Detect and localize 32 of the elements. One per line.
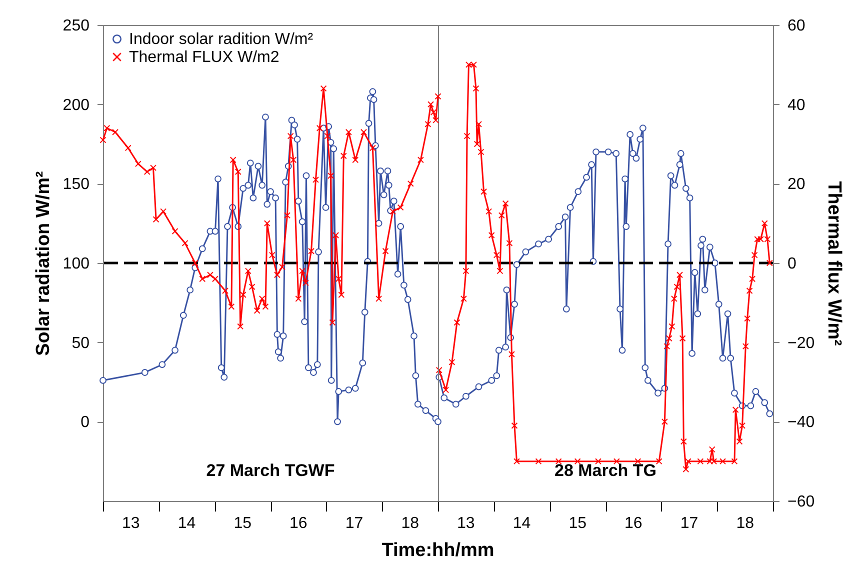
x-tick-label: 14	[512, 515, 531, 532]
x-tick-label: 16	[624, 515, 642, 532]
y2-tick-label: 0	[788, 256, 796, 272]
y-tick-label: 150	[62, 176, 90, 194]
annotation: 28 March TG	[554, 461, 657, 480]
x-tick-label: 17	[680, 515, 698, 532]
y2-tick-label: −20	[788, 334, 815, 352]
y-tick-label: 50	[72, 334, 90, 352]
annotation: 27 March TGWF	[206, 461, 335, 480]
y-tick-label: 0	[80, 414, 90, 432]
x-tick-label: 15	[568, 515, 587, 532]
legend-label: Thermal FLUX W/m2	[129, 49, 280, 66]
y2-tick-label: 60	[788, 18, 806, 34]
x-tick-label: 18	[401, 515, 420, 532]
x-tick-label: 18	[736, 515, 754, 532]
y2-tick-label: 40	[788, 96, 806, 114]
y-tick-label: 200	[62, 96, 90, 114]
y-axis-title: Solar radiation W/m²	[32, 171, 54, 356]
y-tick-label: 100	[62, 256, 90, 272]
x-axis-title: Time:hh/mm	[382, 540, 494, 561]
legend-label: Indoor solar radition W/m²	[129, 31, 314, 48]
y2-tick-label: −60	[788, 494, 815, 510]
x-tick-label: 17	[345, 515, 364, 532]
x-tick-label: 13	[457, 515, 475, 532]
y2-axis-title: Thermal flux W/m²	[824, 181, 845, 346]
y-tick-label: 250	[62, 18, 90, 34]
y2-tick-label: 20	[788, 176, 806, 194]
x-tick-label: 16	[290, 515, 308, 532]
y2-tick-label: −40	[788, 414, 815, 432]
x-tick-label: 15	[234, 515, 252, 532]
x-tick-label: 14	[178, 515, 196, 532]
x-tick-label: 13	[122, 515, 140, 532]
